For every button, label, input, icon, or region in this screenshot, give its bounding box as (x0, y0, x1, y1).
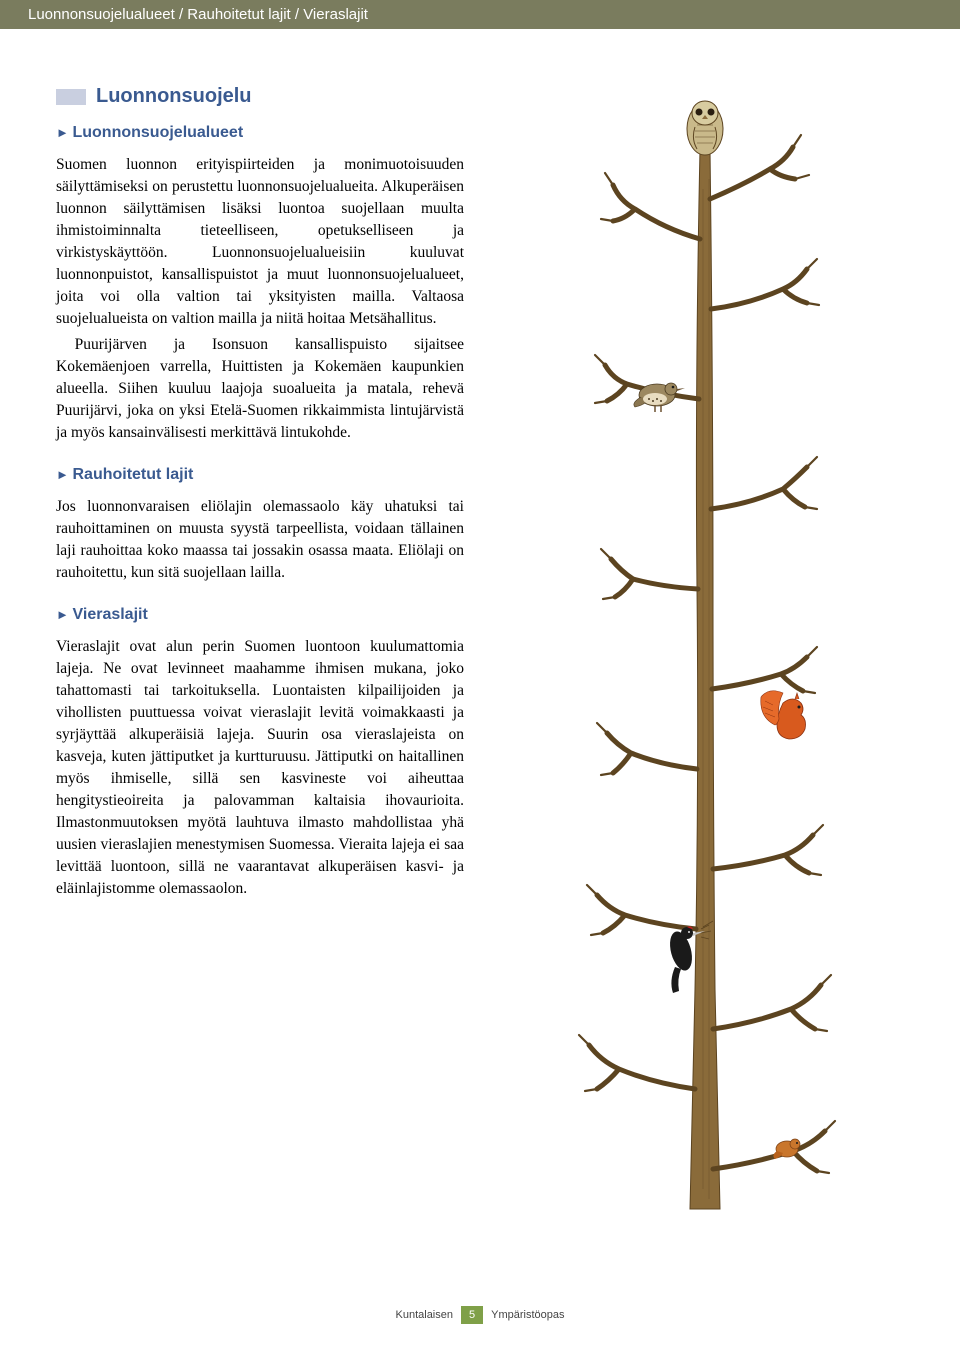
title-marker-icon (56, 89, 86, 105)
subheading-luonnonsuojelualueet: Luonnonsuojelualueet (56, 124, 464, 142)
section-title: Luonnonsuojelu (96, 85, 252, 108)
breadcrumb-text: Luonnonsuojelualueet / Rauhoitetut lajit… (28, 6, 368, 23)
tree-illustration (535, 89, 875, 1239)
breadcrumb-bar: Luonnonsuojelualueet / Rauhoitetut lajit… (0, 0, 960, 29)
section-title-row: Luonnonsuojelu (56, 85, 464, 108)
squirrel-icon (761, 691, 806, 739)
content-area: Luonnonsuojelu Luonnonsuojelualueet Suom… (0, 29, 960, 1239)
footer-page-number: 5 (469, 1309, 475, 1321)
paragraph: Vieraslajit ovat alun perin Suomen luont… (56, 636, 464, 900)
footer-right-label: Ympäristöopas (491, 1309, 564, 1321)
footer-page-badge: 5 (461, 1306, 483, 1324)
paragraph: Puurijärven ja Isonsuon kansallispuisto … (56, 334, 464, 444)
paragraph: Jos luonnonvaraisen eliölajin olemassaol… (56, 496, 464, 584)
paragraph: Suomen luonnon erityispiirteiden ja moni… (56, 154, 464, 330)
owl-icon (687, 101, 723, 155)
text-column: Luonnonsuojelu Luonnonsuojelualueet Suom… (0, 29, 480, 1239)
illustration-column (480, 29, 960, 1239)
footer-left-label: Kuntalaisen (396, 1309, 454, 1321)
footer: Kuntalaisen 5 Ympäristöopas (0, 1306, 960, 1324)
subheading-rauhoitetut: Rauhoitetut lajit (56, 466, 464, 484)
page: Luonnonsuojelualueet / Rauhoitetut lajit… (0, 0, 960, 1346)
subheading-vieraslajit: Vieraslajit (56, 606, 464, 624)
